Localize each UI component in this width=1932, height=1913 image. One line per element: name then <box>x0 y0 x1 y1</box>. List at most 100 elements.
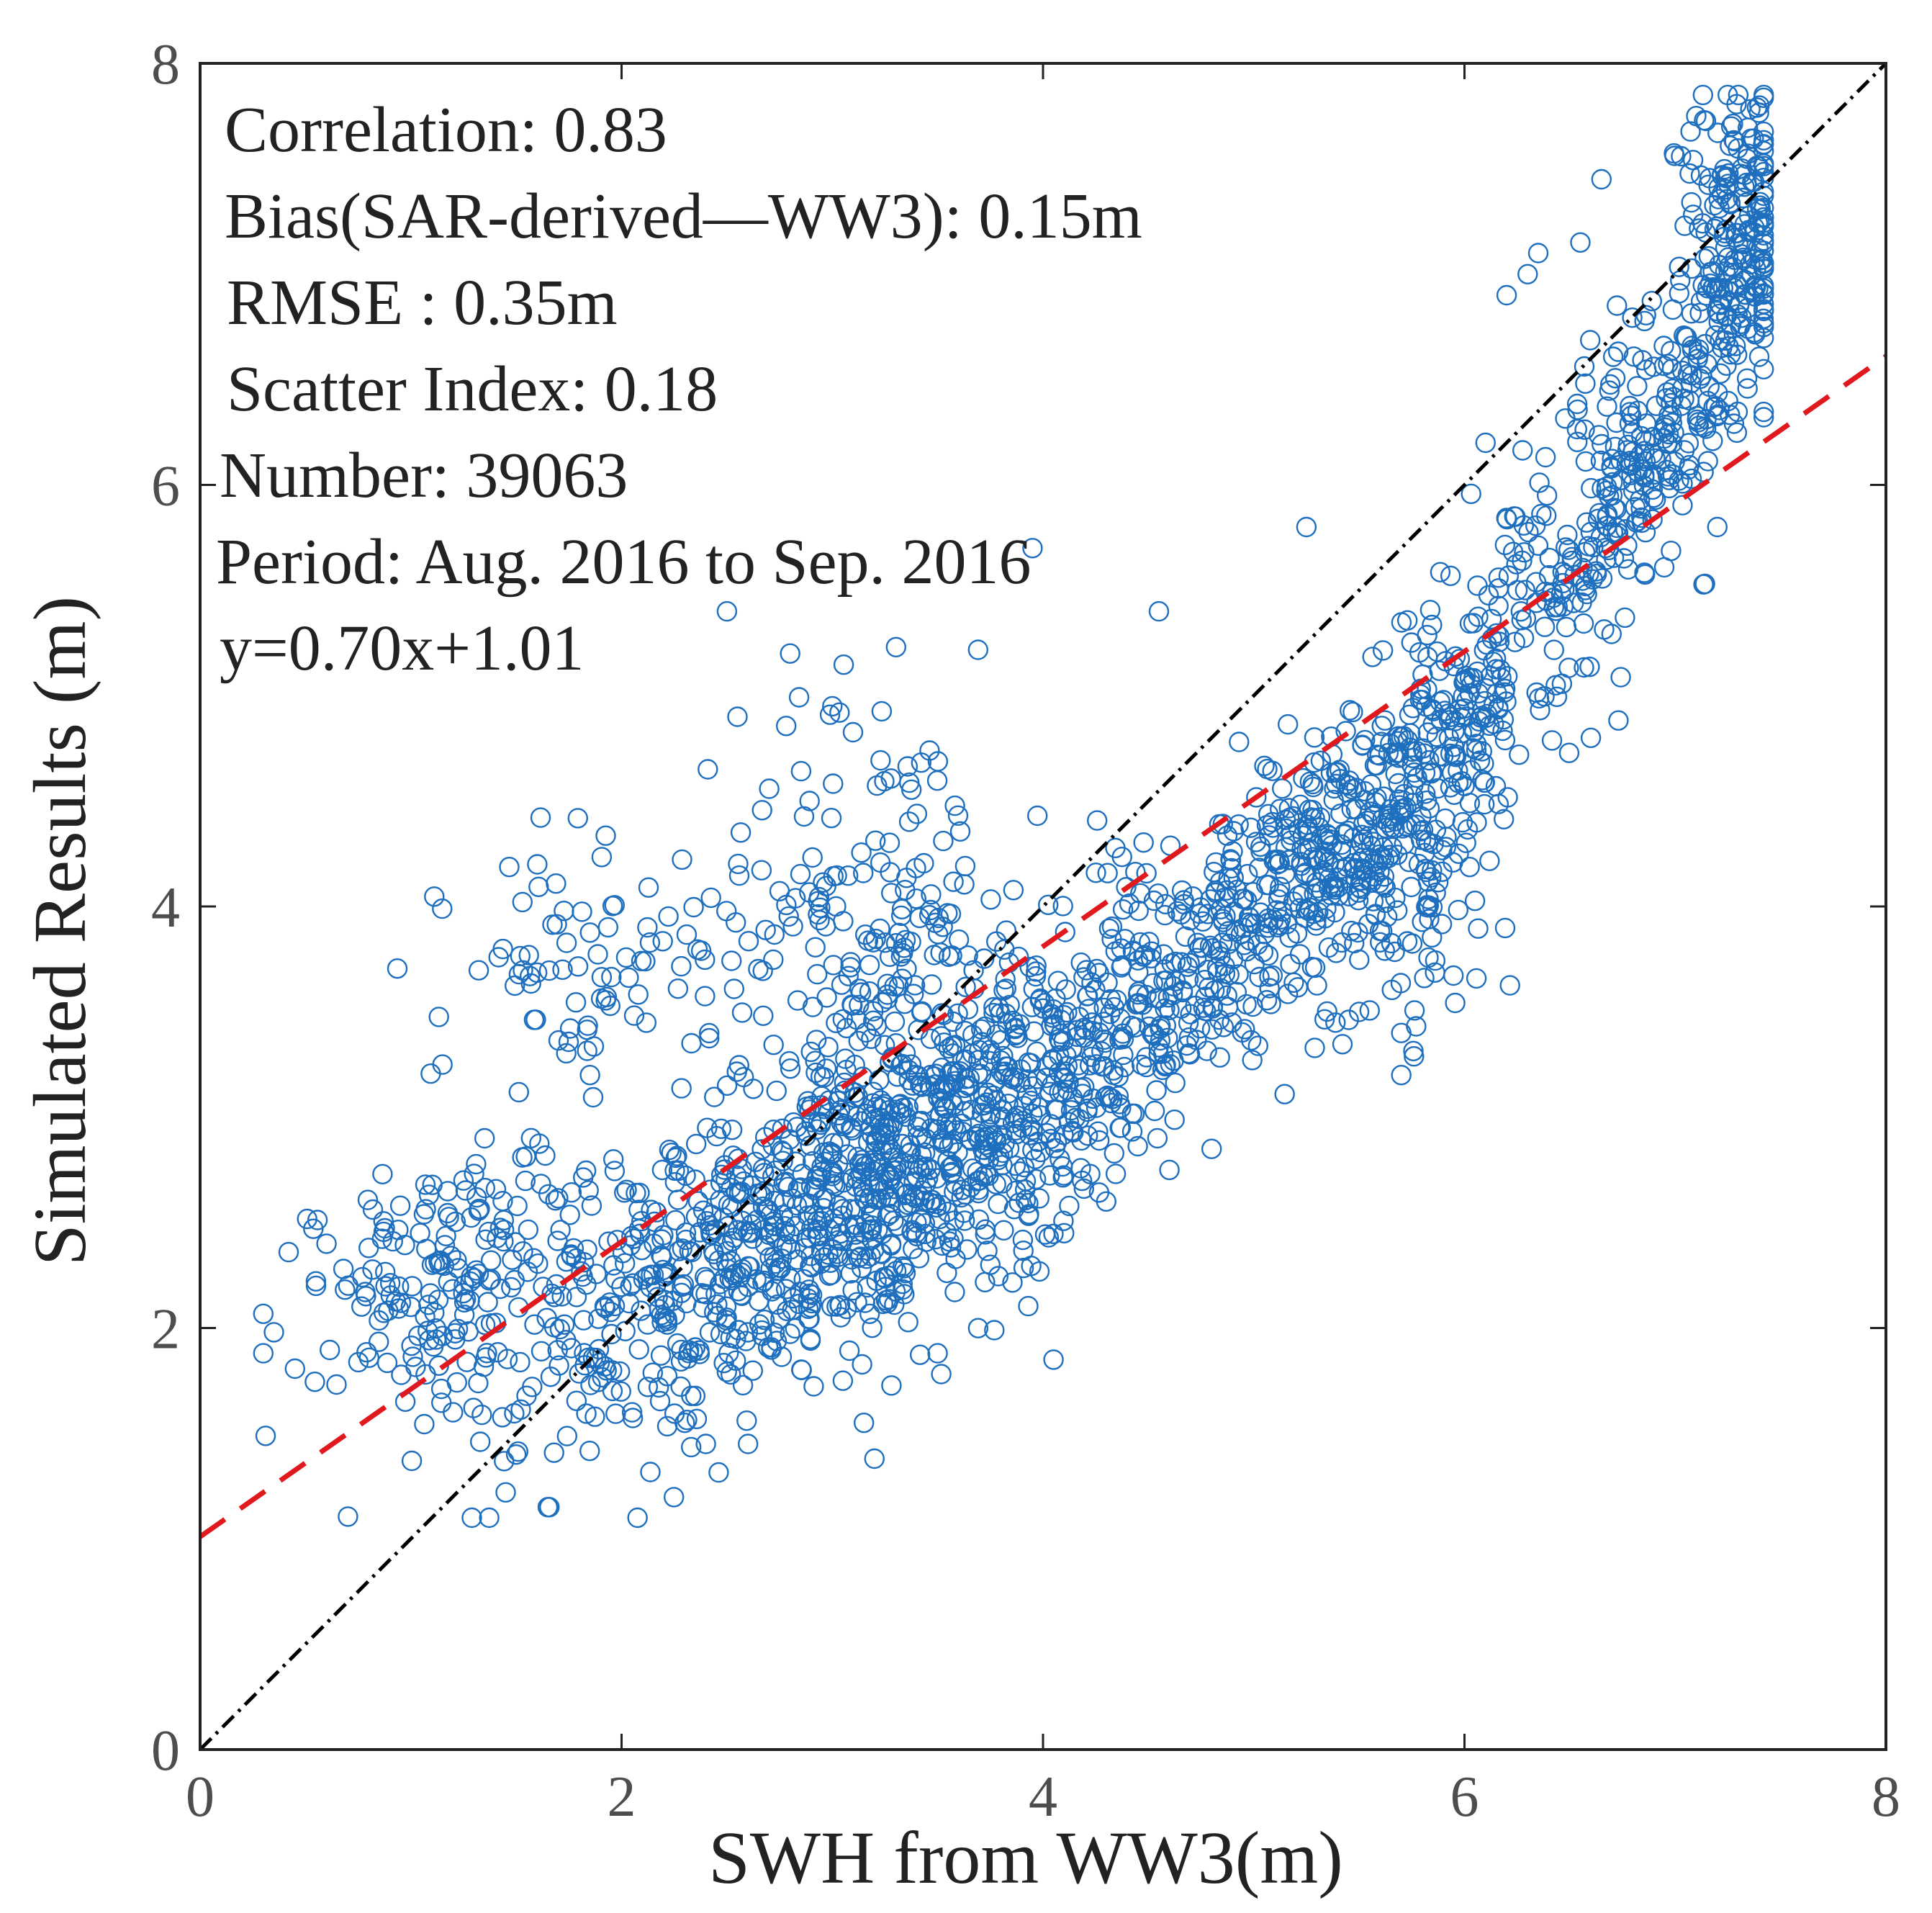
data-point <box>931 1091 952 1112</box>
data-point <box>798 1298 819 1320</box>
data-point <box>1682 339 1703 360</box>
data-point <box>962 1158 983 1179</box>
data-point <box>1463 721 1485 742</box>
x-tick-label: 0 <box>186 1765 215 1829</box>
data-point <box>936 1222 957 1243</box>
data-point <box>894 993 915 1014</box>
data-point <box>1536 485 1558 506</box>
data-point <box>826 1296 847 1317</box>
data-point <box>686 1133 707 1155</box>
data-point <box>921 884 942 905</box>
data-point <box>878 1289 900 1310</box>
data-point <box>1266 900 1288 921</box>
data-point <box>576 1403 597 1424</box>
data-point <box>415 1174 436 1195</box>
data-point <box>949 821 971 842</box>
data-point <box>1737 117 1759 138</box>
y-tick-label: 6 <box>151 455 180 518</box>
data-point <box>479 1507 500 1529</box>
data-point <box>1245 832 1267 852</box>
data-point <box>1116 876 1137 898</box>
data-point <box>674 1412 695 1433</box>
data-point <box>1455 665 1476 686</box>
data-point <box>866 1016 888 1037</box>
annotation-rmse: RMSE : 0.35m <box>227 267 618 338</box>
data-point <box>1599 374 1621 395</box>
data-point <box>891 899 913 920</box>
data-point <box>980 889 1001 910</box>
data-point <box>931 1194 952 1216</box>
data-point <box>1024 1021 1044 1042</box>
data-point <box>763 1211 785 1233</box>
data-point <box>992 1155 1013 1176</box>
data-point <box>823 865 844 887</box>
data-point <box>468 1372 489 1394</box>
data-point <box>463 1397 484 1418</box>
data-point <box>385 1291 407 1312</box>
data-point <box>453 1170 474 1191</box>
data-point <box>921 974 942 995</box>
data-point <box>1435 808 1456 829</box>
data-point <box>1613 548 1635 569</box>
data-point <box>1399 704 1420 725</box>
data-point <box>642 1362 663 1383</box>
data-point <box>1741 265 1762 286</box>
data-point <box>926 770 948 791</box>
data-point <box>517 1261 538 1282</box>
data-point <box>775 716 797 737</box>
data-point <box>1369 932 1391 953</box>
data-point <box>1046 1132 1067 1153</box>
data-point <box>507 1195 528 1217</box>
data-point <box>1222 841 1243 862</box>
data-point <box>1474 690 1495 712</box>
data-point <box>1195 986 1216 1007</box>
data-point <box>631 1239 652 1261</box>
data-point <box>920 1028 942 1050</box>
data-point <box>842 1279 863 1301</box>
data-point <box>1279 849 1301 870</box>
data-point <box>1331 858 1353 879</box>
data-point <box>1606 412 1627 433</box>
data-point <box>844 1054 865 1076</box>
data-point <box>649 1377 669 1398</box>
data-point <box>1229 732 1250 752</box>
data-point <box>1296 516 1317 538</box>
data-point <box>911 752 932 773</box>
data-point <box>605 1403 626 1424</box>
data-point <box>828 1090 849 1112</box>
data-point <box>695 1433 716 1454</box>
data-point <box>1286 923 1308 944</box>
data-point <box>1619 413 1640 434</box>
data-point <box>579 1064 600 1086</box>
data-point <box>830 1223 851 1244</box>
data-point <box>1509 744 1530 765</box>
data-point <box>417 1320 438 1341</box>
data-point <box>829 1295 850 1316</box>
data-point <box>528 876 549 898</box>
data-point <box>1100 989 1121 1010</box>
data-point <box>1726 94 1747 114</box>
data-point <box>512 1147 533 1168</box>
data-point <box>1310 750 1332 771</box>
data-point <box>554 1314 575 1335</box>
data-point <box>1635 430 1656 451</box>
data-point <box>961 1130 982 1151</box>
data-point <box>779 1050 800 1072</box>
data-point <box>599 1292 620 1313</box>
data-point <box>1189 1017 1211 1039</box>
data-point <box>1597 504 1618 525</box>
data-point <box>705 1219 726 1240</box>
data-point <box>947 1063 967 1084</box>
data-point <box>510 1351 531 1373</box>
data-point <box>821 1163 842 1184</box>
data-point <box>1468 918 1489 939</box>
data-point <box>1333 824 1355 845</box>
data-point <box>1463 667 1484 689</box>
data-point <box>505 1232 526 1253</box>
data-point <box>859 1303 880 1325</box>
data-point <box>1114 1056 1135 1078</box>
data-point <box>671 955 692 977</box>
data-point <box>1091 1041 1112 1062</box>
data-point <box>675 1229 697 1251</box>
